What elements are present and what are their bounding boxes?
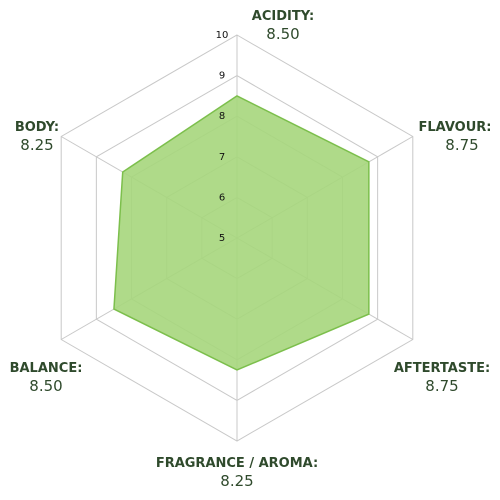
axis-label: AFTERTASTE: (394, 361, 490, 376)
data-area (113, 95, 370, 371)
value-label: 8.25 (220, 472, 253, 490)
axis-label: BODY: (15, 120, 59, 135)
tick-label: 7 (219, 152, 225, 163)
value-label: 8.50 (29, 377, 62, 395)
value-label: 8.75 (425, 377, 458, 395)
value-label: 8.25 (20, 136, 53, 154)
tick-label: 5 (219, 233, 225, 244)
tick-label: 8 (219, 111, 225, 122)
value-label: 8.50 (266, 25, 299, 43)
tick-label: 6 (219, 192, 225, 203)
tick-label: 9 (219, 71, 225, 82)
value-label: 8.75 (445, 136, 478, 154)
tick-label: 10 (216, 30, 229, 41)
axis-label: FLAVOUR: (419, 120, 492, 135)
axis-label: ACIDITY: (252, 9, 314, 24)
axis-label: BALANCE: (10, 361, 83, 376)
axis-label: FRAGRANCE / AROMA: (156, 456, 318, 471)
